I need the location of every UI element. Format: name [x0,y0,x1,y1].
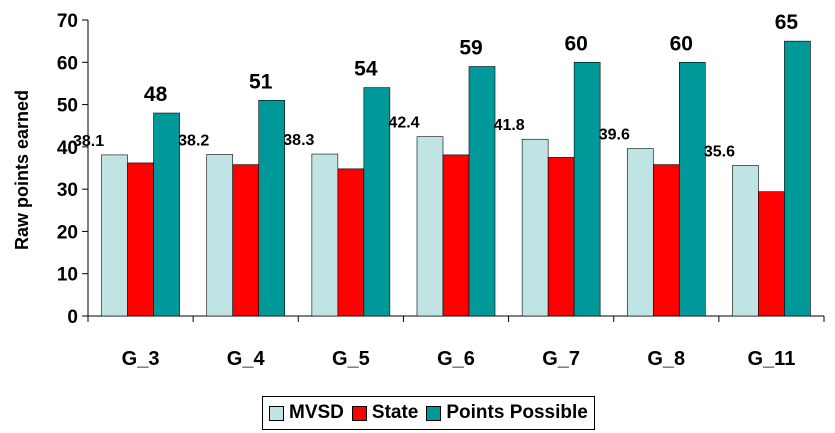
bar-mvsd-g-6 [416,136,444,317]
bar-points-possible-g-5 [363,87,391,317]
legend-label-mvsd: MVSD [289,402,344,423]
legend-swatch-mvsd [269,405,284,421]
plot-area: 0 10 20 30 40 50 60 70 G_3 G_4 G_5 G_6 G_7 G_8 G_11 38.… [57,11,825,370]
legend-item-points-possible: Points Possible [426,402,588,424]
bar-points-possible-g-8 [678,61,706,317]
data-label-points-possible-g-8: 60 [670,32,693,55]
y-tick-label-30: 30 [57,180,78,201]
legend-swatch-state [351,405,367,421]
legend-label-state: State [371,402,419,423]
bar-points-possible-g-3 [153,112,180,317]
data-label-points-possible-g-3: 48 [144,83,168,106]
y-axis-label: Raw points earned [12,90,32,250]
y-tick-label-50: 50 [57,96,78,117]
bar-mvsd-g-8 [626,148,654,317]
data-label-mvsd-g-3: 38.1 [73,133,104,150]
bar-points-possible-g-11 [784,40,811,317]
bar-state-g-3 [127,162,154,317]
bar-mvsd-g-4 [206,154,234,317]
bar-state-g-8 [652,164,680,317]
y-tick-label-60: 60 [57,53,78,74]
y-tick-label-20: 20 [57,222,78,243]
legend-item-mvsd: MVSD [269,402,344,424]
category-label-g-6: G_6 [437,348,475,370]
data-label-mvsd-g-5: 38.3 [283,132,314,149]
legend-label-points-possible: Points Possible [446,402,588,423]
legend-item-state: State [351,402,419,424]
category-label-g-8: G_8 [647,348,685,370]
data-label-points-possible-g-11: 65 [775,11,799,34]
bar-mvsd-g-5 [311,153,339,317]
bar-points-possible-g-4 [258,100,286,317]
category-label-g-3: G_3 [122,348,160,370]
data-label-mvsd-g-7: 41.8 [494,117,525,134]
bar-mvsd-g-3 [101,154,128,317]
category-label-g-7: G_7 [542,348,580,370]
data-label-mvsd-g-11: 35.6 [704,143,735,160]
bar-state-g-4 [232,164,260,317]
category-label-g-4: G_4 [227,348,266,370]
data-label-points-possible-g-5: 54 [354,58,378,81]
data-label-points-possible-g-6: 59 [459,37,482,60]
bar-state-g-6 [442,154,470,317]
bar-mvsd-g-11 [732,165,759,317]
y-tick-label-10: 10 [57,265,78,286]
bar-points-possible-g-7 [573,61,601,317]
data-label-mvsd-g-4: 38.2 [178,132,209,149]
y-tick-label-0: 0 [67,307,78,328]
data-label-points-possible-g-4: 51 [249,70,273,93]
bar-mvsd-g-7 [521,138,549,317]
y-tick-label-40: 40 [57,138,78,159]
legend-swatch-points-possible [426,405,442,421]
bar-state-g-11 [758,191,785,317]
data-label-mvsd-g-8: 39.6 [599,127,630,144]
bar-points-possible-g-6 [468,66,496,317]
bar-state-g-5 [337,168,365,317]
data-label-mvsd-g-6: 42.4 [388,115,419,132]
category-label-g-5: G_5 [332,348,370,370]
category-label-g-11: G_11 [748,348,796,370]
data-label-points-possible-g-7: 60 [564,32,587,55]
bar-state-g-7 [547,157,575,317]
legend: MVSD State Points Possible [262,396,595,430]
y-tick-label-70: 70 [57,11,78,32]
